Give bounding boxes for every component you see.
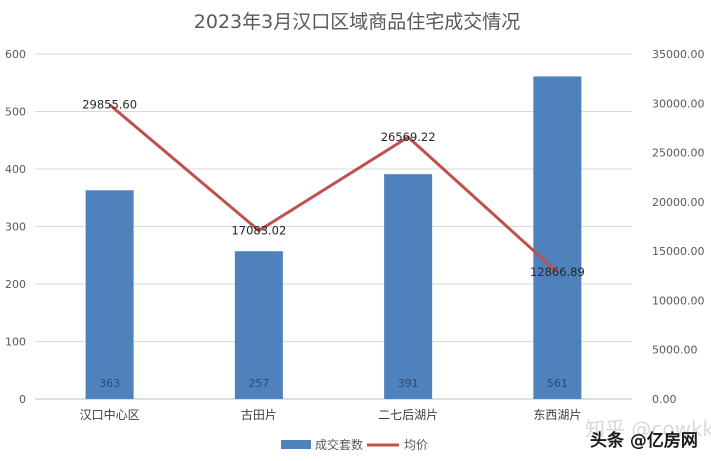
chart-title: 2023年3月汉口区域商品住宅成交情况 — [194, 11, 520, 33]
line-value-label: 29855.60 — [82, 98, 137, 112]
right-tick-label: 30000.00 — [652, 97, 705, 110]
bar — [234, 251, 283, 399]
legend-label-bar: 成交套数 — [315, 437, 363, 452]
right-tick-label: 15000.00 — [652, 245, 705, 258]
category-label: 东西湖片 — [533, 407, 581, 422]
category-label: 古田片 — [241, 407, 277, 422]
left-tick-label: 600 — [5, 48, 26, 61]
right-tick-label: 5000.00 — [652, 344, 698, 357]
right-tick-label: 20000.00 — [652, 196, 705, 209]
left-tick-label: 500 — [5, 106, 26, 119]
left-axis-ticks: 0 100 200 300 400 500 600 — [5, 48, 26, 406]
bar-value-label: 561 — [547, 377, 568, 390]
legend: 成交套数 均价 — [281, 437, 428, 452]
right-tick-label: 0.00 — [652, 393, 677, 406]
bar-value-label: 257 — [248, 377, 269, 390]
left-tick-label: 200 — [5, 278, 26, 291]
right-tick-label: 35000.00 — [652, 48, 705, 61]
category-label: 二七后湖片 — [378, 407, 438, 422]
watermark-back: 知乎 @cowkk — [585, 417, 711, 441]
left-tick-label: 300 — [5, 221, 26, 234]
right-tick-label: 10000.00 — [652, 294, 705, 307]
bar-series-transactions: 363 257 391 561 — [85, 76, 582, 400]
left-tick-label: 100 — [5, 336, 26, 349]
category-axis-labels: 汉口中心区 古田片 二七后湖片 东西湖片 — [80, 407, 582, 422]
watermark: 知乎 @cowkk 头条 @亿房网 — [585, 417, 711, 451]
price-line — [108, 103, 559, 274]
legend-swatch-bar — [281, 440, 311, 449]
left-tick-label: 400 — [5, 163, 26, 176]
line-value-label: 12866.89 — [530, 265, 585, 279]
line-value-label: 26569.22 — [381, 130, 436, 144]
line-series-avg-price: 29855.60 17083.02 26569.22 12866.89 — [82, 98, 585, 279]
bar — [85, 190, 134, 399]
right-tick-label: 25000.00 — [652, 147, 705, 160]
gridlines — [35, 53, 632, 400]
left-tick-label: 0 — [19, 393, 26, 406]
watermark-front: 头条 @亿房网 — [590, 430, 698, 451]
line-value-label: 17083.02 — [231, 224, 286, 238]
bar — [533, 76, 582, 400]
right-axis-ticks: 0.00 5000.00 10000.00 15000.00 20000.00 25000… — [652, 48, 705, 406]
category-label: 汉口中心区 — [80, 407, 140, 422]
legend-label-line: 均价 — [404, 438, 428, 452]
bar-value-label: 363 — [99, 377, 120, 390]
bar-value-label: 391 — [398, 377, 419, 390]
bar — [384, 174, 433, 399]
